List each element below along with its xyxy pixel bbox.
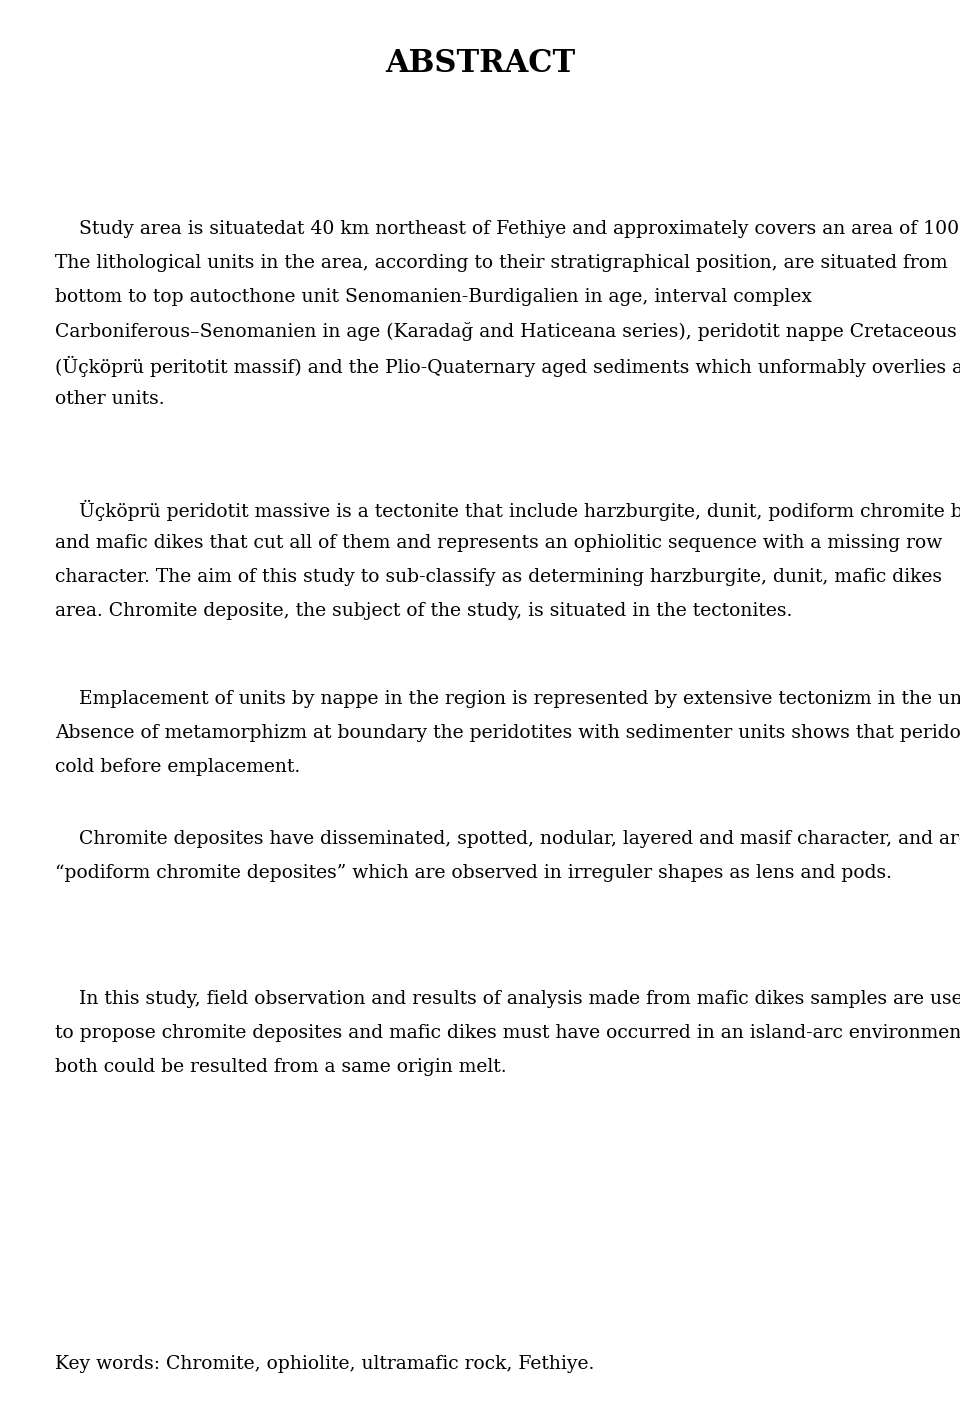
Text: Study area is situatedat 40 km northeast of Fethiye and approximately covers an : Study area is situatedat 40 km northeast…	[55, 221, 960, 238]
Text: bottom to top autocthone unit Senomanien-Burdigalien in age, interval complex: bottom to top autocthone unit Senomanien…	[55, 287, 812, 306]
Text: Carboniferous–Senomanien in age (Karadağ and Haticeana series), peridotit nappe : Carboniferous–Senomanien in age (Karadağ…	[55, 322, 960, 342]
Text: character. The aim of this study to sub-classify as determining harzburgite, dun: character. The aim of this study to sub-…	[55, 568, 942, 586]
Text: Chromite deposites have disseminated, spotted, nodular, layered and masif charac: Chromite deposites have disseminated, sp…	[55, 830, 960, 848]
Text: “podiform chromite deposites” which are observed in irreguler shapes as lens and: “podiform chromite deposites” which are …	[55, 864, 892, 882]
Text: Key words: Chromite, ophiolite, ultramafic rock, Fethiye.: Key words: Chromite, ophiolite, ultramaf…	[55, 1355, 594, 1373]
Text: Absence of metamorphizm at boundary the peridotites with sedimenter units shows : Absence of metamorphizm at boundary the …	[55, 724, 960, 741]
Text: area. Chromite deposite, the subject of the study, is situated in the tectonites: area. Chromite deposite, the subject of …	[55, 602, 792, 620]
Text: In this study, field observation and results of analysis made from mafic dikes s: In this study, field observation and res…	[55, 990, 960, 1007]
Text: The lithological units in the area, according to their stratigraphical position,: The lithological units in the area, acco…	[55, 253, 948, 272]
Text: other units.: other units.	[55, 390, 164, 408]
Text: and mafic dikes that cut all of them and represents an ophiolitic sequence with : and mafic dikes that cut all of them and…	[55, 534, 943, 552]
Text: cold before emplacement.: cold before emplacement.	[55, 758, 300, 776]
Text: Üçköprü peridotit massive is a tectonite that include harzburgite, dunit, podifo: Üçköprü peridotit massive is a tectonite…	[55, 499, 960, 521]
Text: ABSTRACT: ABSTRACT	[385, 48, 575, 80]
Text: Emplacement of units by nappe in the region is represented by extensive tectoniz: Emplacement of units by nappe in the reg…	[55, 690, 960, 709]
Text: (Üçköprü peritotit massif) and the Plio-Quaternary aged sediments which unformab: (Üçköprü peritotit massif) and the Plio-…	[55, 356, 960, 377]
Text: to propose chromite deposites and mafic dikes must have occurred in an island-ar: to propose chromite deposites and mafic …	[55, 1025, 960, 1042]
Text: both could be resulted from a same origin melt.: both could be resulted from a same origi…	[55, 1057, 507, 1076]
